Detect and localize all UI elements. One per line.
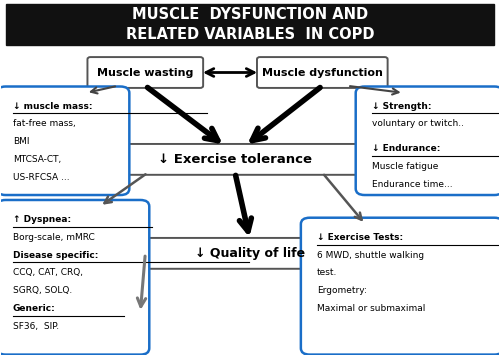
Text: Muscle dysfunction: Muscle dysfunction: [262, 68, 382, 78]
Text: ↓ Endurance:: ↓ Endurance:: [372, 144, 440, 153]
Text: ↓ Exercise tolerance: ↓ Exercise tolerance: [158, 153, 312, 166]
FancyBboxPatch shape: [301, 218, 500, 355]
Text: Endurance time...: Endurance time...: [372, 180, 452, 189]
Text: MUSCLE  DYSFUNCTION AND: MUSCLE DYSFUNCTION AND: [132, 7, 368, 22]
Text: SGRQ, SOLQ.: SGRQ, SOLQ.: [12, 286, 72, 295]
Text: test.: test.: [317, 268, 337, 277]
Text: Maximal or submaximal: Maximal or submaximal: [317, 304, 425, 313]
Text: ↑ Dyspnea:: ↑ Dyspnea:: [12, 215, 71, 224]
Text: 6 MWD, shuttle walking: 6 MWD, shuttle walking: [317, 251, 424, 260]
Text: MTCSA-CT,: MTCSA-CT,: [12, 155, 61, 164]
Text: SF36,  SIP.: SF36, SIP.: [12, 321, 59, 331]
Text: Generic:: Generic:: [12, 304, 56, 313]
FancyBboxPatch shape: [0, 200, 150, 355]
Text: Muscle wasting: Muscle wasting: [97, 68, 194, 78]
FancyBboxPatch shape: [356, 87, 500, 195]
FancyBboxPatch shape: [6, 4, 494, 45]
FancyBboxPatch shape: [88, 57, 203, 88]
FancyBboxPatch shape: [0, 87, 130, 195]
Text: CCQ, CAT, CRQ,: CCQ, CAT, CRQ,: [12, 268, 82, 277]
Text: ↓ muscle mass:: ↓ muscle mass:: [12, 102, 92, 111]
Text: Ergometry:: Ergometry:: [317, 286, 366, 295]
FancyBboxPatch shape: [108, 144, 362, 175]
Text: Muscle fatigue: Muscle fatigue: [372, 162, 438, 171]
FancyBboxPatch shape: [142, 238, 358, 269]
FancyBboxPatch shape: [257, 57, 388, 88]
Text: fat-free mass,: fat-free mass,: [12, 120, 76, 129]
Text: ↓ Quality of life: ↓ Quality of life: [195, 247, 305, 260]
Text: voluntary or twitch..: voluntary or twitch..: [372, 120, 464, 129]
Text: ↓ Exercise Tests:: ↓ Exercise Tests:: [317, 233, 403, 242]
Text: Borg-scale, mMRC: Borg-scale, mMRC: [12, 233, 94, 242]
Text: US-RFCSA ...: US-RFCSA ...: [12, 173, 70, 182]
Text: BMI: BMI: [12, 137, 29, 146]
Text: RELATED VARIABLES  IN COPD: RELATED VARIABLES IN COPD: [126, 27, 374, 42]
Text: ↓ Strength:: ↓ Strength:: [372, 102, 431, 111]
Text: Disease specific:: Disease specific:: [12, 251, 98, 260]
